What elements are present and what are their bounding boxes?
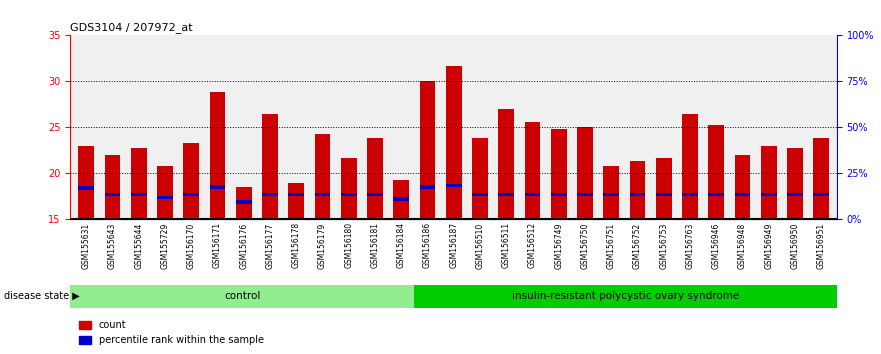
Text: GSM156950: GSM156950 [790, 222, 799, 269]
Bar [419, 185, 435, 189]
Bar [682, 193, 698, 196]
Bar [105, 155, 121, 219]
Bar [472, 138, 488, 219]
Text: GSM156511: GSM156511 [501, 222, 511, 268]
Bar [157, 195, 173, 199]
Bar [708, 125, 724, 219]
Bar [315, 193, 330, 196]
Bar [630, 161, 645, 219]
Text: GSM156170: GSM156170 [187, 222, 196, 269]
Bar [393, 198, 409, 201]
Bar [551, 129, 566, 219]
Text: GSM156186: GSM156186 [423, 222, 432, 268]
Text: GSM156949: GSM156949 [764, 222, 774, 269]
Bar [787, 148, 803, 219]
Bar [393, 180, 409, 219]
Text: GSM156181: GSM156181 [371, 222, 380, 268]
Bar [577, 193, 593, 196]
Bar [499, 193, 515, 196]
Bar [183, 143, 199, 219]
Text: GSM156171: GSM156171 [213, 222, 222, 268]
Bar [262, 114, 278, 219]
Text: GSM156946: GSM156946 [712, 222, 721, 269]
Bar [78, 186, 94, 190]
Bar [446, 66, 462, 219]
Bar [236, 187, 252, 219]
Bar [577, 127, 593, 219]
Bar [708, 193, 724, 196]
Text: disease state ▶: disease state ▶ [4, 291, 80, 301]
Text: GSM156753: GSM156753 [659, 222, 668, 269]
Text: insulin-resistant polycystic ovary syndrome: insulin-resistant polycystic ovary syndr… [512, 291, 739, 302]
Text: GSM156750: GSM156750 [581, 222, 589, 269]
Bar [131, 148, 146, 219]
Bar [787, 193, 803, 196]
Bar [499, 109, 515, 219]
Bar [655, 158, 671, 219]
Text: GSM155644: GSM155644 [134, 222, 144, 269]
Bar [262, 193, 278, 196]
Bar [341, 158, 357, 219]
FancyBboxPatch shape [414, 285, 837, 308]
Text: GSM156948: GSM156948 [738, 222, 747, 269]
Bar [288, 183, 304, 219]
Bar [551, 193, 566, 196]
Bar [446, 184, 462, 187]
Bar [630, 193, 645, 196]
Bar [419, 81, 435, 219]
Text: GSM156180: GSM156180 [344, 222, 353, 268]
Bar [524, 122, 540, 219]
Bar [813, 193, 829, 196]
Bar [341, 193, 357, 196]
Text: GDS3104 / 207972_at: GDS3104 / 207972_at [70, 22, 193, 33]
Bar [157, 166, 173, 219]
Text: GSM156510: GSM156510 [476, 222, 485, 269]
Bar [735, 193, 751, 196]
Text: GSM156177: GSM156177 [265, 222, 275, 269]
Legend: count, percentile rank within the sample: count, percentile rank within the sample [76, 316, 268, 349]
Text: control: control [224, 291, 261, 302]
Bar [603, 166, 619, 219]
Bar [315, 134, 330, 219]
Bar [761, 193, 776, 196]
Bar [524, 193, 540, 196]
Bar [288, 193, 304, 196]
Bar [210, 185, 226, 189]
Text: GSM156184: GSM156184 [396, 222, 406, 268]
Text: GSM156751: GSM156751 [607, 222, 616, 269]
Bar [603, 193, 619, 196]
Bar [367, 193, 383, 196]
Bar [472, 193, 488, 196]
Text: GSM156763: GSM156763 [685, 222, 694, 269]
Text: GSM156512: GSM156512 [528, 222, 537, 268]
Text: GSM156176: GSM156176 [240, 222, 248, 269]
Text: GSM156178: GSM156178 [292, 222, 300, 268]
Text: GSM156179: GSM156179 [318, 222, 327, 269]
Bar [105, 193, 121, 196]
Text: GSM156752: GSM156752 [633, 222, 642, 269]
Bar [78, 146, 94, 219]
Text: GSM156749: GSM156749 [554, 222, 563, 269]
Bar [735, 155, 751, 219]
Bar [183, 193, 199, 196]
Bar [655, 193, 671, 196]
Bar [210, 92, 226, 219]
FancyBboxPatch shape [70, 285, 414, 308]
Bar [236, 200, 252, 204]
Text: GSM155631: GSM155631 [82, 222, 91, 269]
Bar [367, 138, 383, 219]
Bar [682, 114, 698, 219]
Bar [813, 138, 829, 219]
Text: GSM155729: GSM155729 [160, 222, 169, 269]
Text: GSM155643: GSM155643 [108, 222, 117, 269]
Text: GSM156951: GSM156951 [817, 222, 825, 269]
Bar [131, 193, 146, 196]
Bar [761, 146, 776, 219]
Text: GSM156187: GSM156187 [449, 222, 458, 268]
